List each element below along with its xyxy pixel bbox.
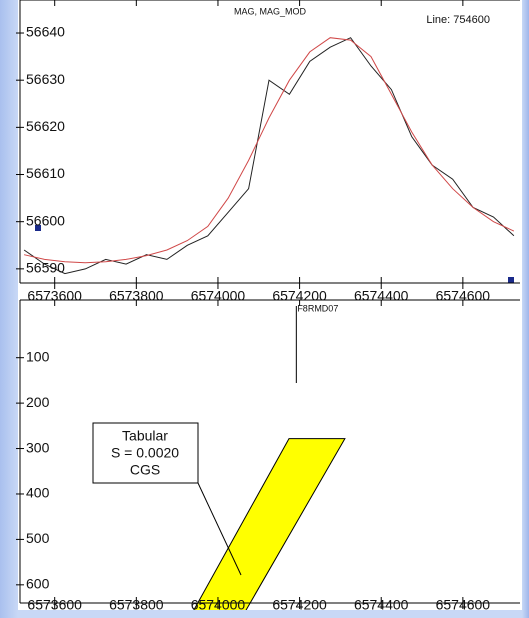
y-tick-label: 56620 xyxy=(26,118,65,134)
profile-plot xyxy=(23,37,515,275)
line-label: Line: 754600 xyxy=(426,14,490,26)
y-tick-label: 56640 xyxy=(26,24,65,40)
y-tick-label: 100 xyxy=(26,348,50,364)
y-tick-label: 56610 xyxy=(26,165,65,181)
y-tick-label: 400 xyxy=(26,485,50,501)
x-tick-label: 6574200 xyxy=(272,597,327,613)
x-tick-label: 6573600 xyxy=(27,597,82,613)
y-tick-label: 600 xyxy=(26,576,50,592)
axes: 6573600 6573800 6574000 6574200 6574400 65746… xyxy=(16,0,520,613)
x-tick-label: 6574400 xyxy=(354,597,409,613)
y-tick-label: 56590 xyxy=(26,260,65,276)
section-plot xyxy=(193,306,346,610)
tabular-body xyxy=(193,438,346,610)
body-label: Tabular xyxy=(122,428,168,444)
x-tick-label: 6573800 xyxy=(109,597,164,613)
leader-line xyxy=(197,482,242,576)
y-tick-label: 56630 xyxy=(26,71,65,87)
y-tick-label: 500 xyxy=(26,530,50,546)
y-tick-label: 200 xyxy=(26,394,50,410)
body-label: S = 0.0020 xyxy=(111,445,179,461)
profile-title: MAG, MAG_MOD xyxy=(234,6,307,16)
station-marker xyxy=(35,225,41,231)
x-tick-label: 6574000 xyxy=(191,597,246,613)
series-line xyxy=(23,37,515,264)
station-marker xyxy=(508,277,514,283)
y-tick-label: 300 xyxy=(26,439,50,455)
label-box xyxy=(92,422,199,484)
x-tick-label: 6574600 xyxy=(436,597,491,613)
y-tick-label: 56600 xyxy=(26,212,65,228)
body-label: CGS xyxy=(130,462,160,478)
station-label: F8RMD07 xyxy=(297,303,338,313)
